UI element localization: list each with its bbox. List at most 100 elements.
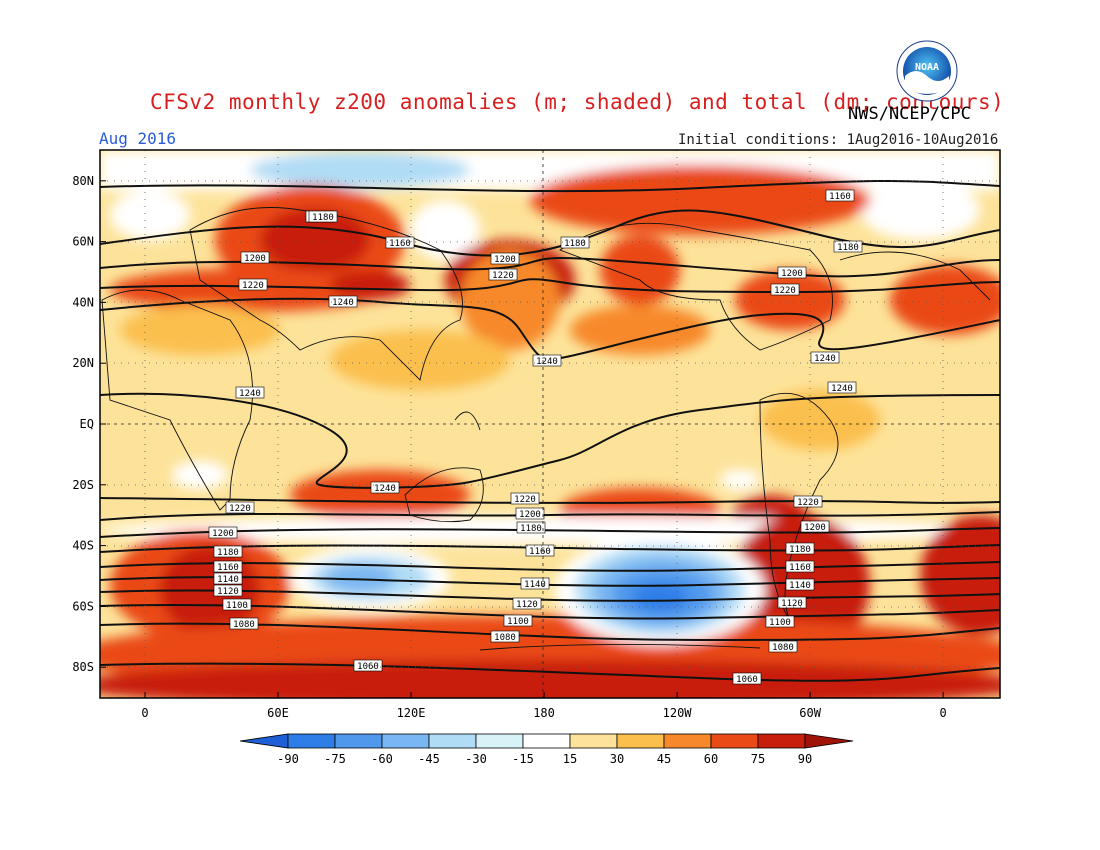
colorbar-tick-label: 30 [610,752,624,766]
graticule [100,150,1000,698]
svg-text:1180: 1180 [520,524,542,534]
svg-text:1220: 1220 [774,286,796,296]
svg-text:1180: 1180 [789,545,811,555]
contour-label: 1180 [516,521,546,534]
lon-label: 0 [940,706,947,720]
svg-text:1240: 1240 [831,384,853,394]
svg-text:1120: 1120 [781,599,803,609]
contour-label: 1180 [833,240,863,253]
svg-text:1140: 1140 [217,575,239,585]
colorbar-tick-label: 75 [751,752,765,766]
svg-text:1240: 1240 [374,484,396,494]
svg-text:1200: 1200 [781,269,803,279]
svg-text:1220: 1220 [514,495,536,505]
lon-label: 60W [799,706,821,720]
contour-label: 1080 [768,640,798,653]
contour-label: 1180 [213,545,243,558]
colorbar-swatch [522,733,571,749]
colorbar-tick-label: -30 [465,752,487,766]
svg-text:1220: 1220 [242,281,264,291]
lat-label: 80N [72,174,94,188]
lat-label: 60S [72,599,94,613]
svg-text:1080: 1080 [494,633,516,643]
contour-label: 1060 [353,659,383,672]
svg-text:1100: 1100 [507,617,529,627]
contour-label: 1240 [810,351,840,364]
svg-text:1080: 1080 [772,643,794,653]
lat-label: 40S [72,539,94,553]
contour-label: 1220 [770,283,800,296]
svg-text:1180: 1180 [564,239,586,249]
lat-label: 80S [72,660,94,674]
contour-label: 1200 [208,526,238,539]
contour-label: 1160 [525,544,555,557]
svg-text:1200: 1200 [494,255,516,265]
contour-label: 1120 [777,596,807,609]
colorbar-arrow-left [239,733,289,749]
lon-label: 180 [533,706,555,720]
initial-conditions-label: Initial conditions: 1Aug2016-10Aug2016 [678,132,999,148]
svg-text:1120: 1120 [217,587,239,597]
colorbar-swatch [757,733,806,749]
noaa-logo: NOAA [896,40,958,102]
svg-text:1060: 1060 [736,675,758,685]
contour-label: 1140 [785,578,815,591]
contour-label: 1140 [213,572,243,585]
color-bar-labels: -90 -75 -60 -45 -30 -15 15 30 45 60 75 90 [277,752,812,766]
svg-text:1160: 1160 [529,547,551,557]
lon-label: 0 [141,706,148,720]
lat-label: 40N [72,295,94,309]
contour-label: 1180 [785,542,815,555]
colorbar-tick-label: 90 [798,752,812,766]
contour-label: 1240 [235,386,265,399]
contour-label: 1240 [370,481,400,494]
lon-label: 60E [267,706,289,720]
svg-text:1220: 1220 [797,498,819,508]
colorbar-tick-label: -60 [371,752,393,766]
contour-label: 1180 [308,210,338,223]
contour-label: 1120 [512,597,542,610]
svg-text:1160: 1160 [217,563,239,573]
graticule-dotted [100,150,1000,698]
svg-text:1160: 1160 [829,192,851,202]
svg-text:1220: 1220 [492,271,514,281]
svg-text:1180: 1180 [217,548,239,558]
svg-text:1240: 1240 [239,389,261,399]
contour-label: 1120 [213,584,243,597]
contour-label: 1100 [222,598,252,611]
lat-label: 20N [72,356,94,370]
contour-label: 1200 [515,507,545,520]
svg-text:1100: 1100 [226,601,248,611]
colorbar-tick-label: 15 [563,752,577,766]
colorbar-swatch [475,733,524,749]
contour-label: 1100 [765,615,795,628]
contour-label: 1220 [793,495,823,508]
anomaly-shading [100,150,1000,698]
colorbar-tick-label: 45 [657,752,671,766]
svg-text:1200: 1200 [244,254,266,264]
colorbar-swatch [710,733,759,749]
svg-text:1200: 1200 [519,510,541,520]
color-bar [239,733,854,749]
svg-text:1160: 1160 [789,563,811,573]
svg-text:1140: 1140 [789,581,811,591]
lat-label: 60N [72,235,94,249]
svg-text:1080: 1080 [233,620,255,630]
svg-text:1180: 1180 [837,243,859,253]
contour-label: 1200 [777,266,807,279]
svg-text:1120: 1120 [516,600,538,610]
svg-text:1060: 1060 [357,662,379,672]
colorbar-swatch [616,733,665,749]
colorbar-swatch [569,733,618,749]
contour-label: 1160 [213,560,243,573]
svg-text:1100: 1100 [769,618,791,628]
contour-label: 1220 [238,278,268,291]
contour-labels: 1160 1160 1160 1160 1180 1180 1180 1200 1200 1200… [208,189,863,685]
lat-label: 20S [72,478,94,492]
svg-text:1240: 1240 [536,357,558,367]
contour-label: 1200 [800,520,830,533]
lon-label: 120W [663,706,693,720]
colorbar-swatch [287,733,336,749]
colorbar-swatch [381,733,430,749]
